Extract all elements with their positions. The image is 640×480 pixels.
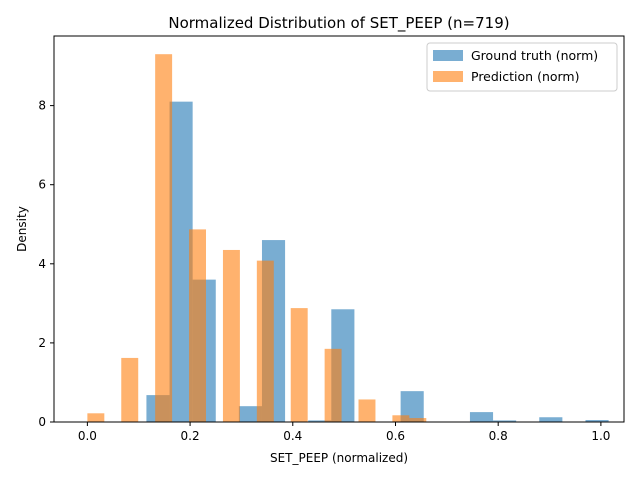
bar-series-1-bin-7 <box>324 348 342 422</box>
legend-label-1: Prediction (norm) <box>471 69 580 84</box>
x-tick-label: 0.8 <box>489 429 508 443</box>
legend-label-0: Ground truth (norm) <box>471 48 598 63</box>
bar-series-1-bin-6 <box>290 308 308 422</box>
bar-series-1-bin-2 <box>155 54 173 422</box>
legend-frame <box>426 42 618 92</box>
x-axis: 0.0 0.2 0.4 0.6 0.8 1.0 <box>78 422 610 443</box>
chart-title: Normalized Distribution of SET_PEEP (n=7… <box>168 14 509 33</box>
bar-series-1-bin-8 <box>358 399 376 422</box>
bar-series-1-bin-9 <box>392 415 410 422</box>
bar-series-1-bin-4 <box>222 249 240 422</box>
bar-series-1-bin-0 <box>87 413 105 422</box>
legend: Ground truth (norm) Prediction (norm) <box>426 42 618 92</box>
bar-series-0-bin-16 <box>493 420 517 422</box>
x-tick-label: 1.0 <box>591 429 610 443</box>
bar-series-0-bin-20 <box>585 420 609 422</box>
bar-series-1-bin-1 <box>121 357 139 422</box>
legend-swatch-1 <box>433 71 463 82</box>
bar-series-0-bin-15 <box>469 412 494 422</box>
x-tick-label: 0.2 <box>181 429 200 443</box>
bar-series-0-bin-5 <box>238 406 262 422</box>
bars-layer <box>87 54 609 423</box>
y-axis: 0 2 4 6 8 <box>38 99 54 429</box>
bar-series-0-bin-2 <box>169 101 193 423</box>
bar-series-1-bin-3 <box>189 229 206 422</box>
legend-swatch-0 <box>433 50 463 61</box>
bar-series-1-bin-5 <box>256 260 274 422</box>
y-tick-label: 6 <box>38 178 46 192</box>
plot-frame <box>53 35 625 423</box>
bar-series-0-bin-18 <box>539 417 563 422</box>
bar-series-0-bin-12 <box>400 391 424 422</box>
x-tick-label: 0.4 <box>283 429 302 443</box>
x-axis-label: SET_PEEP (normalized) <box>270 451 408 465</box>
y-tick-label: 4 <box>38 257 46 271</box>
x-tick-label: 0.6 <box>386 429 405 443</box>
bar-series-1-bin-10 <box>409 418 427 422</box>
y-tick-label: 8 <box>38 99 46 113</box>
bar-series-0-bin-8 <box>308 420 332 422</box>
x-tick-label: 0.0 <box>78 429 97 443</box>
y-axis-label: Density <box>15 206 29 252</box>
y-tick-label: 0 <box>38 415 46 429</box>
y-tick-label: 2 <box>38 336 46 350</box>
